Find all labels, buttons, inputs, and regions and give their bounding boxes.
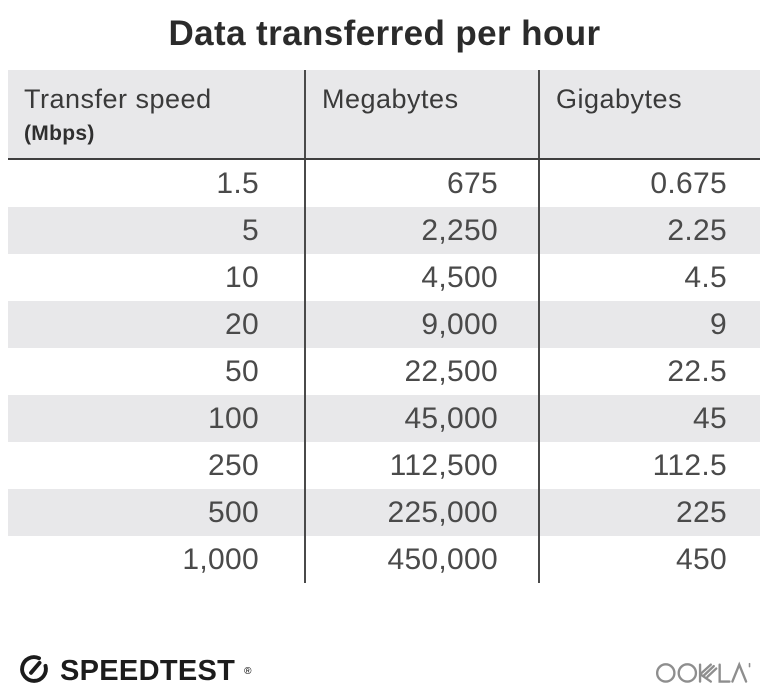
ookla-logo: OOKLA: [655, 657, 751, 685]
registered-mark: ®: [244, 665, 252, 677]
megabytes-cell: 4,500: [305, 254, 540, 301]
table-row: 5 2,250 2.25: [8, 207, 760, 254]
table-row: 1,000 450,000 450: [8, 536, 760, 583]
gigabytes-cell: 2.25: [539, 207, 760, 254]
speed-cell: 50: [8, 348, 306, 395]
footer: SPEEDTEST ® OOKLA: [17, 648, 751, 694]
column-header-label: Megabytes: [322, 84, 459, 114]
speedtest-logo: SPEEDTEST ®: [17, 652, 252, 691]
speed-cell: 1.5: [8, 159, 306, 207]
megabytes-cell: 112,500: [305, 442, 540, 489]
gigabytes-cell: 112.5: [652, 448, 727, 482]
column-header-label: Gigabytes: [556, 84, 683, 114]
table-row: 100 45,000 45: [8, 395, 760, 442]
header-row: Transfer speed (Mbps) Megabytes Gigabyte…: [8, 70, 760, 160]
gigabytes-cell: 22.5: [667, 354, 727, 388]
gigabytes-cell: 225: [539, 489, 760, 536]
speed-cell: 500: [8, 489, 306, 536]
table-row: 250 112,500 112.5: [8, 442, 760, 489]
table-row: 20 9,000 9: [8, 301, 760, 348]
table-row: 500 225,000 225: [8, 489, 760, 536]
megabytes-cell: 450,000: [305, 536, 540, 583]
table-row: 10 4,500 4.5: [8, 254, 760, 301]
megabytes-cell: 675: [305, 159, 540, 207]
speedtest-wordmark: SPEEDTEST: [60, 654, 236, 687]
table-row: 1.5 675 0.675: [8, 159, 760, 207]
column-header-unit: (Mbps): [24, 122, 95, 145]
table-row: 50 22,500 22.5: [8, 348, 760, 395]
gigabytes-cell: 0.675: [650, 166, 727, 200]
gigabytes-cell: 450: [676, 542, 727, 576]
gigabytes-cell: 9: [539, 301, 760, 348]
speed-cell: 10: [8, 254, 306, 301]
megabytes-cell: 9,000: [305, 301, 540, 348]
speed-cell: 1,000: [8, 536, 306, 583]
speed-cell: 250: [8, 442, 306, 489]
ookla-wordmark-icon: [655, 661, 751, 683]
gigabytes-cell: 4.5: [684, 260, 727, 294]
column-header-megabytes: Megabytes: [305, 70, 540, 160]
speed-cell: 20: [8, 301, 306, 348]
speed-cell: 5: [8, 207, 306, 254]
megabytes-cell: 2,250: [305, 207, 540, 254]
data-table: Transfer speed (Mbps) Megabytes Gigabyte…: [8, 70, 760, 583]
page-title: Data transferred per hour: [168, 14, 601, 53]
megabytes-cell: 22,500: [305, 348, 540, 395]
speed-cell: 100: [8, 395, 306, 442]
megabytes-cell: 45,000: [305, 395, 540, 442]
column-header-label: Transfer speed: [24, 84, 212, 114]
megabytes-cell: 225,000: [305, 489, 540, 536]
gigabytes-cell: 45: [539, 395, 760, 442]
column-header-transfer-speed: Transfer speed (Mbps): [8, 70, 306, 160]
speedtest-gauge-icon: [17, 652, 51, 691]
column-header-gigabytes: Gigabytes: [539, 70, 760, 160]
